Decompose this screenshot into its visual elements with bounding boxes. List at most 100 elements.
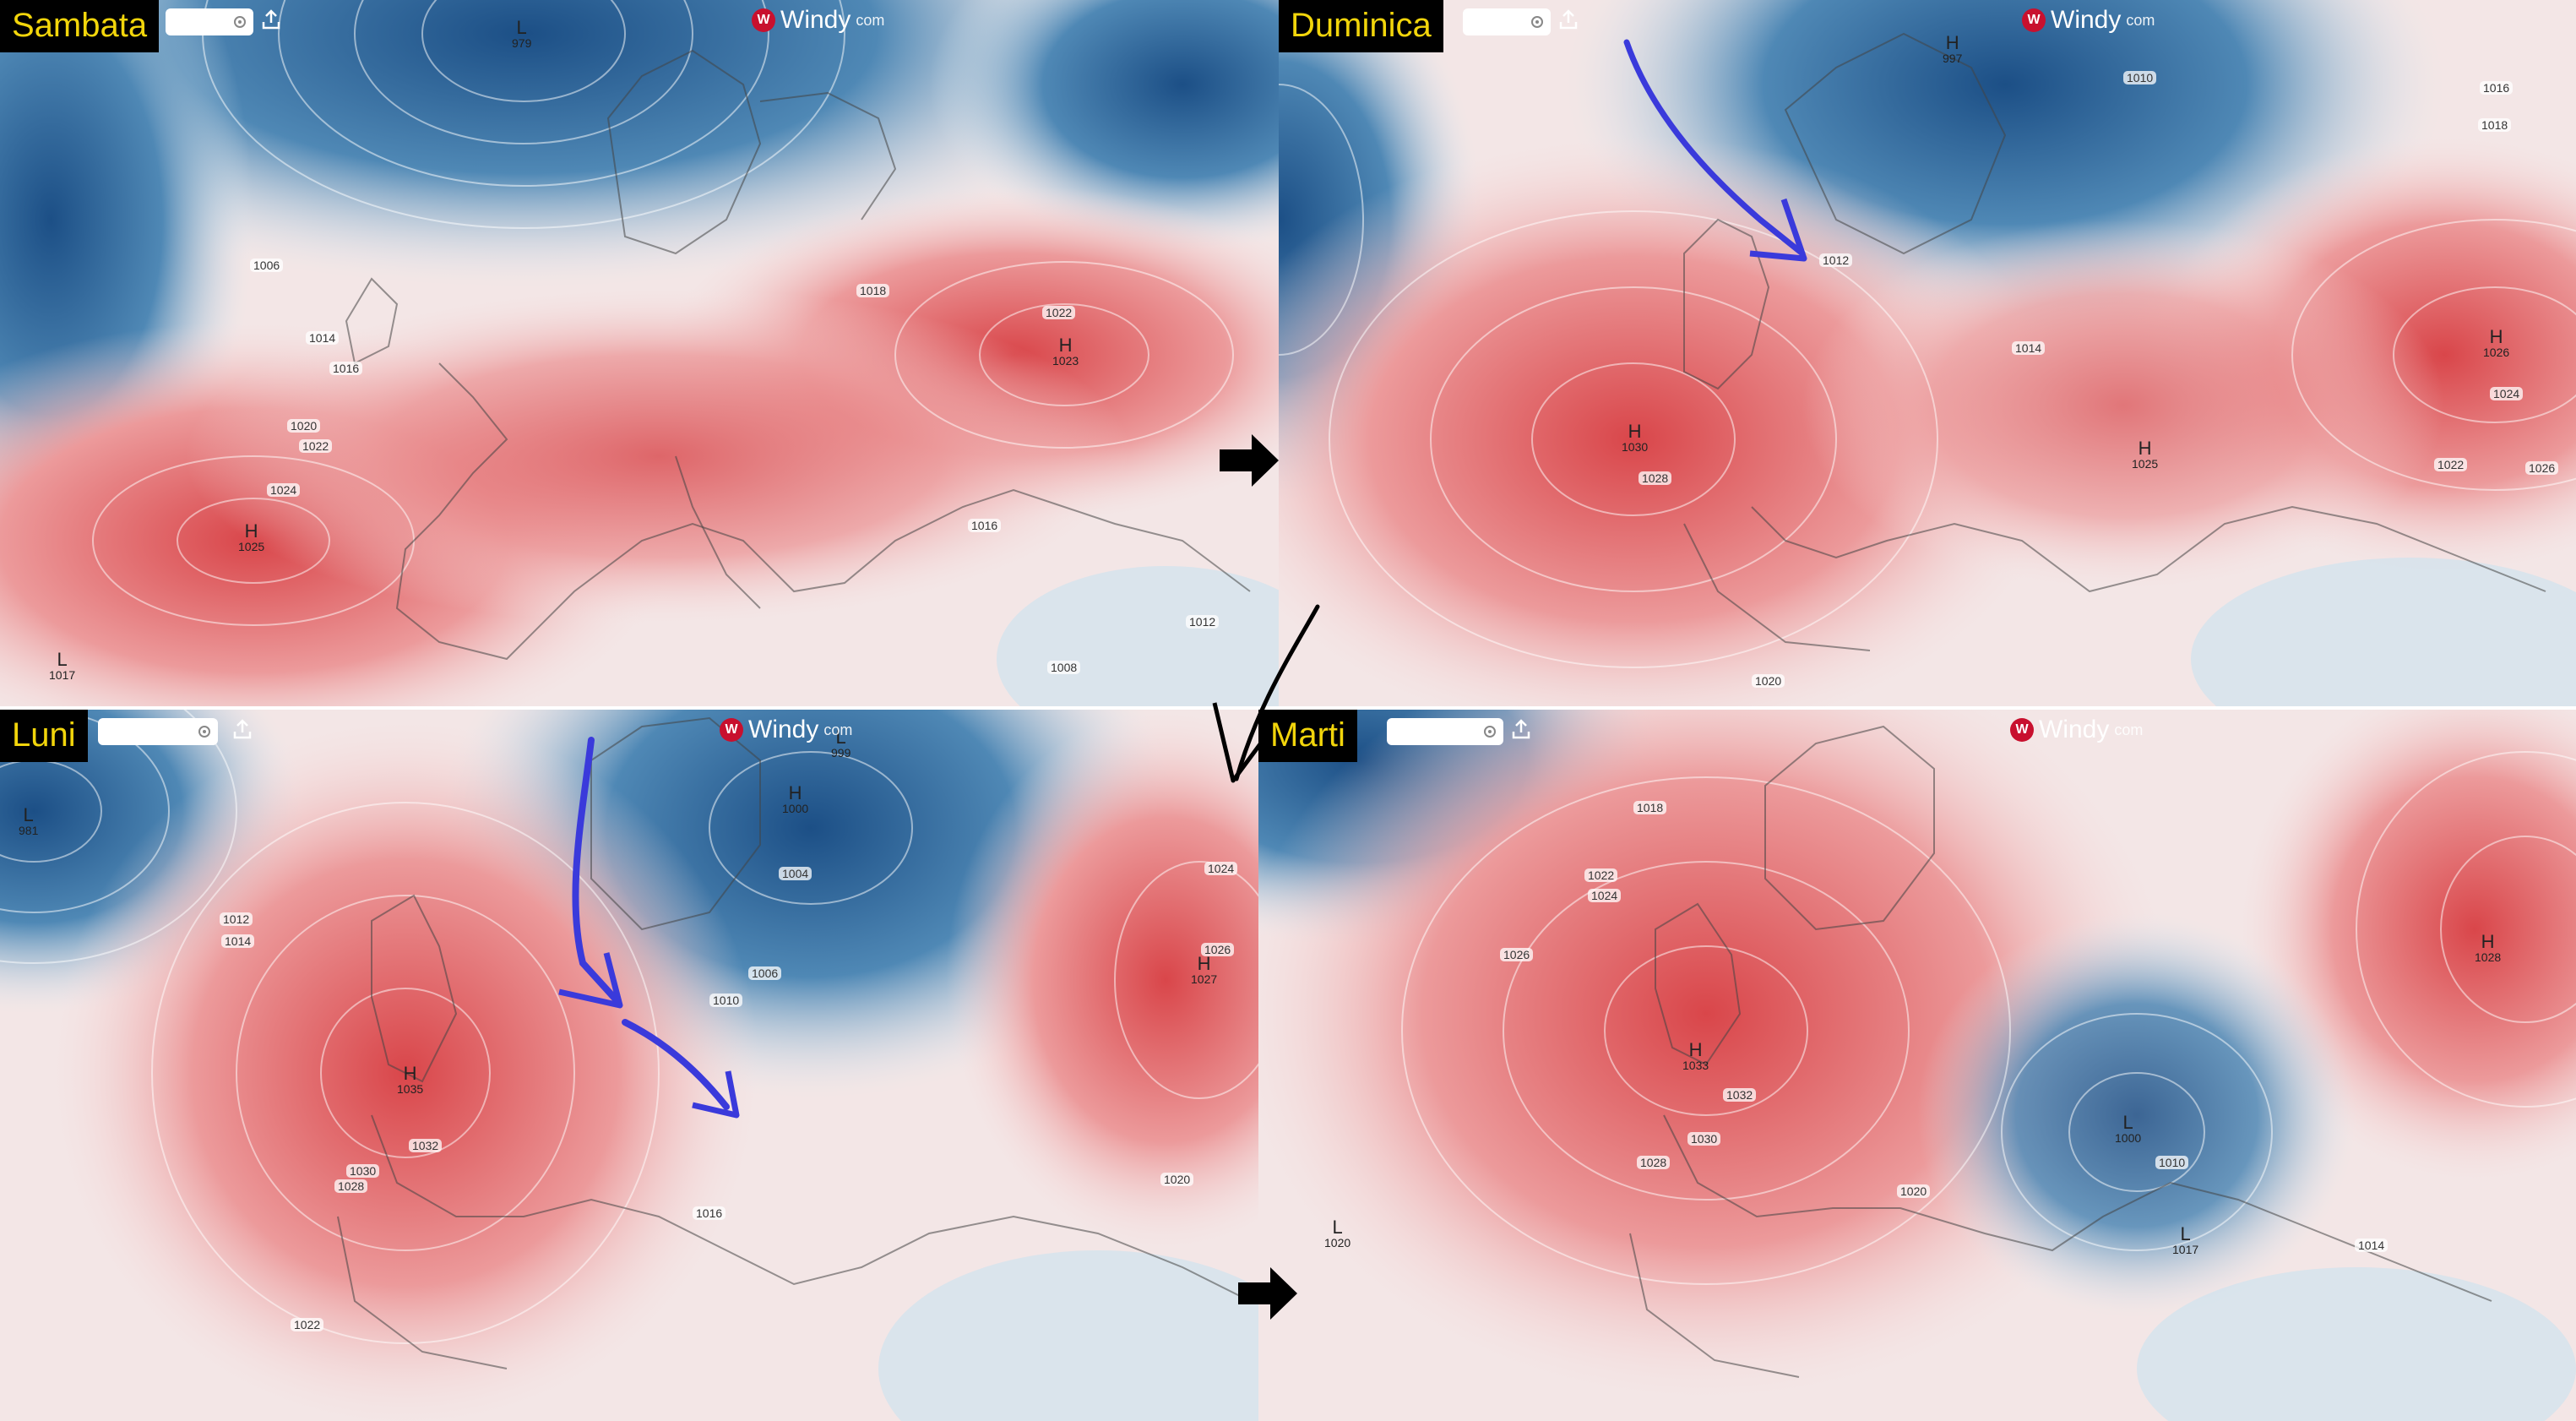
isobar-label: 1008: [1047, 661, 1081, 674]
center-type: H: [1058, 335, 1073, 356]
isobar-label: 1028: [1639, 471, 1672, 485]
center-type: L: [516, 17, 527, 38]
isobar-label: 1018: [1633, 801, 1667, 814]
isobar-label: 1020: [1897, 1184, 1931, 1198]
pressure-map-duminica: [1279, 0, 2576, 706]
pressure-center-low: L 1020: [1324, 1218, 1350, 1250]
center-value: 1033: [1682, 1059, 1709, 1072]
windy-logo-text: Windy: [780, 6, 851, 34]
isobar-label: 1016: [329, 362, 363, 375]
share-icon[interactable]: [1556, 7, 1581, 32]
map-panel-duminica: Duminica W Windy com H 997 H 1030 H 1026 H 10…: [1279, 0, 2576, 706]
isobar-label: 1026: [1201, 943, 1235, 956]
isobar-label: 1022: [2434, 458, 2468, 471]
locate-icon[interactable]: [1529, 14, 1546, 30]
center-value: 979: [512, 36, 532, 50]
windy-logo-text: Windy: [2051, 6, 2122, 34]
center-value: 1027: [1191, 972, 1218, 986]
isobar-label: 1018: [2478, 118, 2512, 132]
windy-logo: W Windy com: [2022, 3, 2155, 37]
share-icon[interactable]: [1508, 716, 1534, 742]
center-value: 1025: [238, 540, 265, 553]
search-input[interactable]: [1387, 718, 1503, 745]
next-day-arrow-down-left: [1212, 604, 1320, 783]
center-type: L: [835, 727, 846, 748]
next-day-arrow-right: [1220, 434, 1279, 487]
isobar-label: 1028: [334, 1179, 368, 1193]
isobar-label: 1016: [968, 519, 1002, 532]
windy-logo-icon: W: [2022, 8, 2046, 32]
isobar-label: 1016: [2480, 81, 2514, 95]
share-icon[interactable]: [258, 7, 284, 32]
pressure-center-high: H 1025: [2132, 439, 2159, 471]
pressure-center-high: H 1000: [782, 782, 808, 815]
center-type: H: [1628, 421, 1642, 442]
isobar-label: 1012: [1819, 253, 1853, 267]
isobar-label: 1022: [1042, 306, 1076, 319]
pressure-center-low: L 981: [19, 804, 38, 837]
pressure-center-low: L 999: [831, 727, 851, 760]
wind-direction-arrow: [1623, 39, 1807, 262]
search-input[interactable]: [98, 718, 218, 745]
isobar-label: 1024: [1204, 862, 1238, 875]
map-panel-sambata: Sambata W Windy com L 979 H 1025 H 1023 L 101…: [0, 0, 1279, 706]
isobar-label: 1016: [693, 1206, 726, 1220]
isobar-label: 1006: [748, 966, 782, 980]
isobar-label: 1022: [299, 439, 333, 453]
pressure-center-high: H 1026: [2483, 326, 2509, 359]
pressure-center-high: H 1033: [1682, 1041, 1709, 1072]
center-type: H: [788, 782, 802, 803]
wind-direction-arrow: [558, 737, 740, 1119]
day-label-duminica: Duminica: [1279, 0, 1443, 52]
center-value: 1023: [1052, 354, 1079, 368]
locate-icon[interactable]: [1481, 723, 1498, 740]
isobar-label: 1022: [291, 1318, 324, 1331]
isobar-label: 1012: [1186, 615, 1220, 629]
center-type: L: [23, 804, 34, 825]
isobar-label: 1014: [306, 331, 340, 345]
search-input[interactable]: [1463, 8, 1551, 35]
center-value: 1028: [2475, 950, 2502, 964]
pressure-center-low: L 1017: [49, 651, 75, 682]
pressure-center-high: H 1028: [2475, 933, 2502, 964]
windy-logo-suffix: com: [856, 11, 885, 29]
isobar-label: 1032: [1723, 1088, 1757, 1102]
isobar-label: 1014: [2355, 1239, 2389, 1252]
windy-logo-text: Windy: [2039, 716, 2110, 743]
day-label-sambata: Sambata: [0, 0, 160, 52]
pressure-center-high: H 1030: [1622, 421, 1648, 454]
windy-logo-suffix: com: [823, 721, 853, 738]
pressure-center-high: H 997: [1943, 32, 1963, 65]
isobar-label: 1010: [2123, 71, 2157, 84]
isobar-label: 1018: [856, 284, 890, 297]
pressure-center-low: L 1000: [2115, 1113, 2141, 1145]
pressure-center-low: L 1017: [2172, 1225, 2198, 1256]
center-value: 1035: [397, 1082, 424, 1096]
day-label-marti: Marti: [1258, 710, 1357, 762]
isobar-label: 1026: [1500, 948, 1534, 961]
search-input[interactable]: [166, 8, 253, 35]
center-type: H: [1945, 32, 1959, 53]
windy-logo-icon: W: [2010, 718, 2034, 742]
pressure-map-marti: [1258, 710, 2576, 1421]
isobar-label: 1014: [221, 934, 255, 948]
locate-icon[interactable]: [231, 14, 248, 30]
isobar-label: 1020: [1752, 674, 1785, 688]
windy-logo-icon: W: [720, 718, 743, 742]
day-label-luni: Luni: [0, 710, 88, 762]
pressure-center-high: H 1023: [1052, 335, 1079, 368]
share-icon[interactable]: [230, 716, 255, 742]
isobar-label: 1024: [2490, 387, 2524, 400]
isobar-label: 1020: [1160, 1173, 1194, 1186]
pressure-map-sambata: [0, 0, 1279, 706]
map-panel-marti: Marti W Windy com H 1033 H 1028 L 1000 L 1020…: [1258, 710, 2576, 1421]
isobar-label: 1010: [2155, 1156, 2189, 1169]
center-type: H: [2489, 326, 2503, 347]
isobar-label: 1020: [287, 419, 321, 433]
pressure-center-high: H 1025: [238, 522, 264, 553]
center-value: 997: [1943, 52, 1963, 65]
center-value: 1025: [2132, 457, 2159, 471]
isobar-label: 1026: [2525, 461, 2559, 475]
locate-icon[interactable]: [196, 723, 213, 740]
